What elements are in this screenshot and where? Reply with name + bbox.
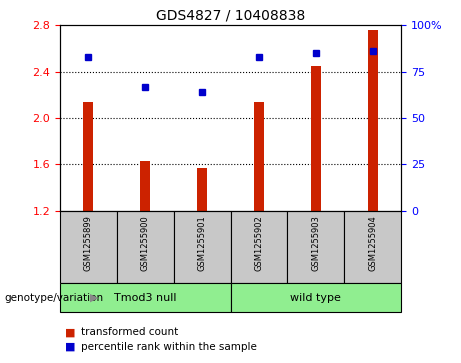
- Text: ■: ■: [65, 342, 75, 352]
- Bar: [140, 161, 150, 211]
- Bar: [230, 211, 287, 283]
- Title: GDS4827 / 10408838: GDS4827 / 10408838: [156, 9, 305, 23]
- Text: GSM1255904: GSM1255904: [368, 215, 377, 271]
- Text: percentile rank within the sample: percentile rank within the sample: [81, 342, 257, 352]
- Bar: [230, 283, 401, 312]
- Bar: [254, 102, 264, 211]
- Text: wild type: wild type: [290, 293, 341, 303]
- Bar: [60, 211, 117, 283]
- Text: ▶: ▶: [90, 293, 98, 303]
- Text: GSM1255901: GSM1255901: [198, 215, 207, 271]
- Bar: [287, 211, 344, 283]
- Text: transformed count: transformed count: [81, 327, 178, 337]
- Text: GSM1255903: GSM1255903: [311, 215, 320, 271]
- Text: GSM1255899: GSM1255899: [84, 215, 93, 271]
- Text: Tmod3 null: Tmod3 null: [114, 293, 177, 303]
- Bar: [344, 211, 401, 283]
- Text: GSM1255902: GSM1255902: [254, 215, 263, 271]
- Bar: [60, 283, 230, 312]
- Text: GSM1255900: GSM1255900: [141, 215, 150, 271]
- Bar: [174, 211, 230, 283]
- Bar: [117, 211, 174, 283]
- Bar: [367, 30, 378, 211]
- Text: genotype/variation: genotype/variation: [5, 293, 104, 303]
- Bar: [83, 102, 94, 211]
- Bar: [197, 168, 207, 211]
- Bar: [311, 66, 321, 211]
- Text: ■: ■: [65, 327, 75, 337]
